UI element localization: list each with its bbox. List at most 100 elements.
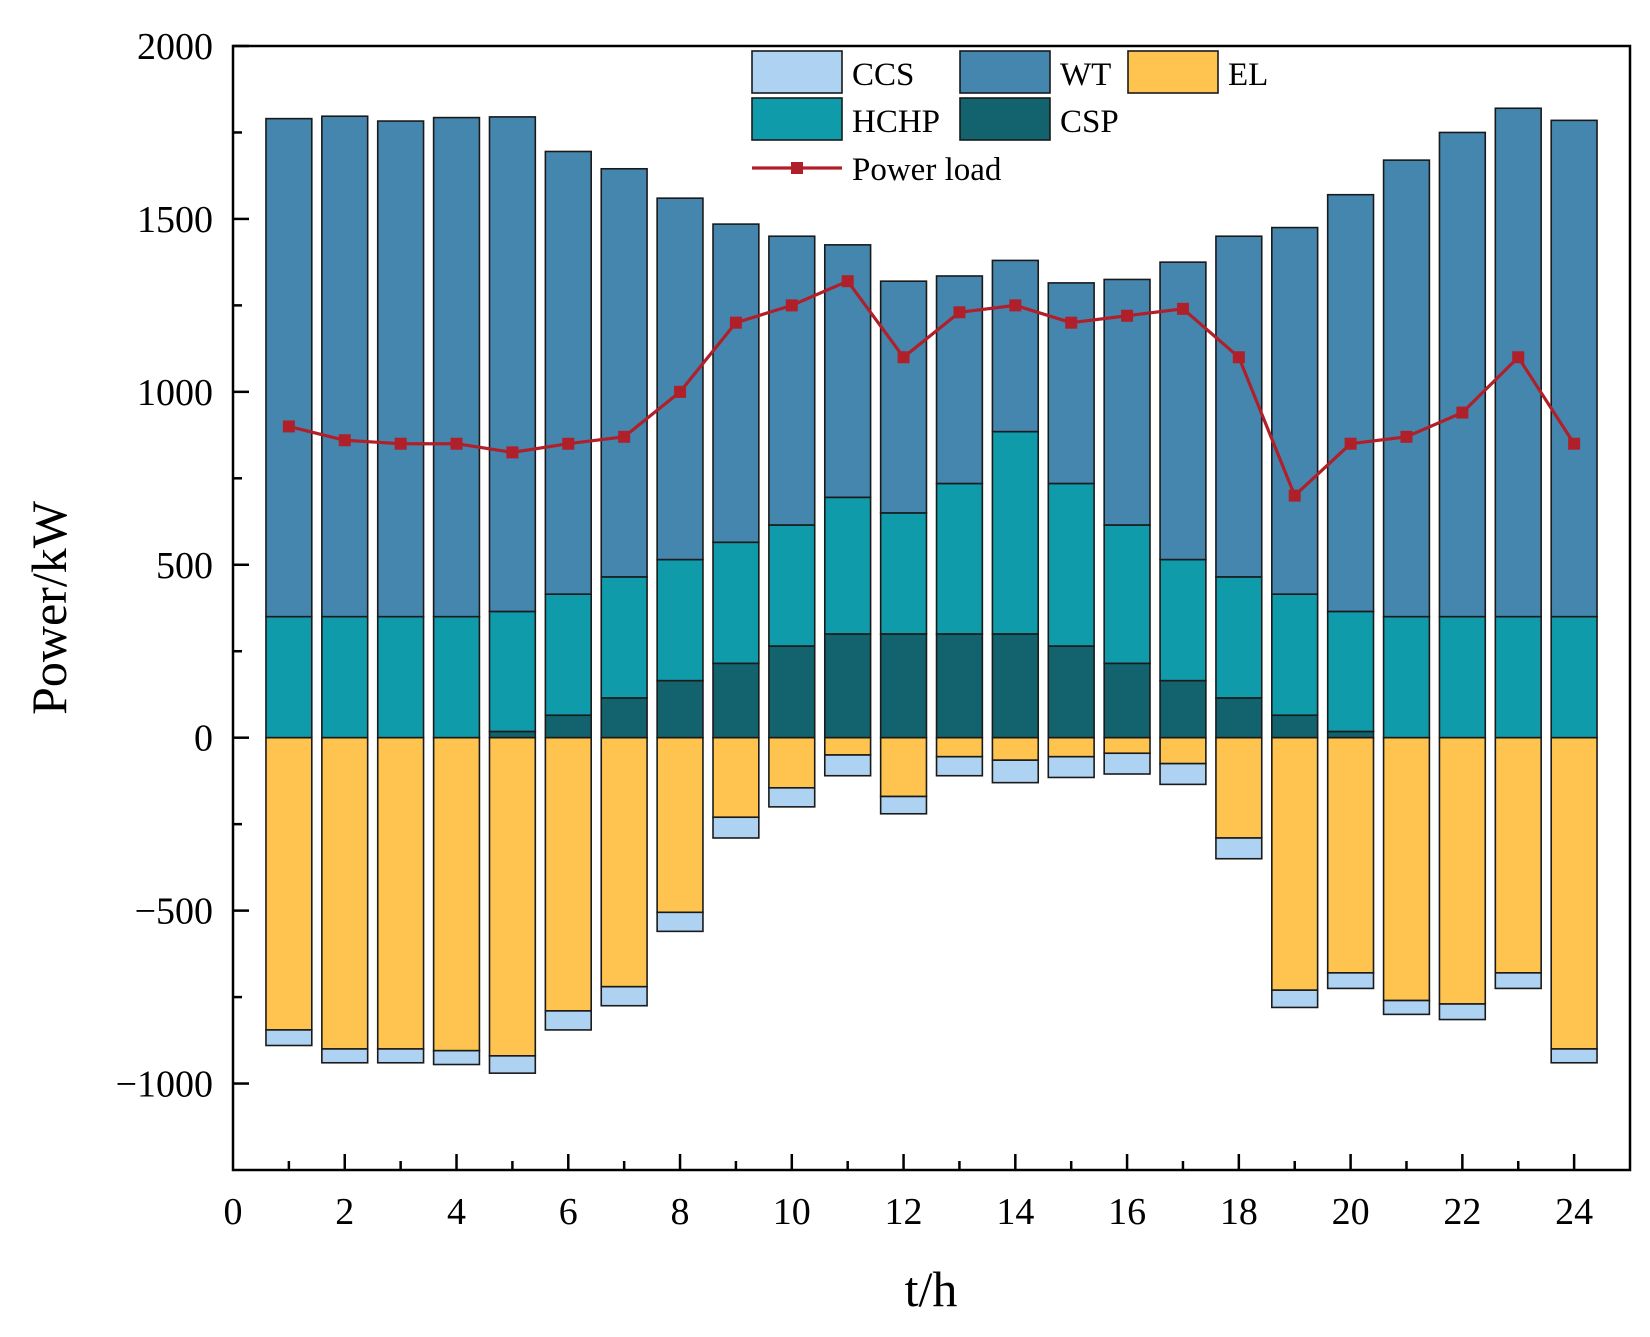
bar-el-t23 bbox=[1494, 736, 1542, 974]
bar-el-t17 bbox=[1159, 736, 1207, 765]
bar-ccs-t2 bbox=[321, 1048, 369, 1064]
power-load-point-t12 bbox=[897, 351, 910, 364]
bar-el-t10 bbox=[768, 736, 816, 789]
power-load-point-t22 bbox=[1456, 406, 1469, 419]
bar-wt-t12 bbox=[879, 280, 928, 514]
power-load-point-t2 bbox=[338, 434, 351, 447]
bar-hchp-t20 bbox=[1326, 610, 1375, 733]
power-load-point-t11 bbox=[841, 275, 854, 288]
bar-wt-t14 bbox=[991, 259, 1040, 433]
x-tick-label-18: 18 bbox=[1220, 1191, 1258, 1233]
x-axis-title: t/h bbox=[905, 1261, 958, 1317]
bar-el-t24 bbox=[1550, 736, 1598, 1050]
bar-hchp-t7 bbox=[600, 576, 648, 699]
legend-label-wt: WT bbox=[1060, 57, 1111, 93]
legend-label-csp: CSP bbox=[1060, 104, 1119, 140]
bar-el-t16 bbox=[1103, 736, 1151, 755]
legend-swatch-ccs bbox=[751, 50, 843, 94]
x-tick-label-14: 14 bbox=[996, 1191, 1034, 1233]
bar-el-t4 bbox=[432, 736, 481, 1052]
bar-el-t19 bbox=[1271, 736, 1319, 991]
bar-ccs-t24 bbox=[1550, 1048, 1598, 1064]
bar-hchp-t2 bbox=[321, 615, 369, 739]
bar-ccs-t17 bbox=[1159, 762, 1207, 786]
bar-hchp-t15 bbox=[1047, 482, 1095, 647]
x-tick-label-10: 10 bbox=[773, 1191, 811, 1233]
bar-wt-t10 bbox=[768, 235, 816, 526]
bar-csp-t19 bbox=[1271, 714, 1319, 739]
legend-swatch-csp bbox=[959, 97, 1051, 141]
x-tick-label-0: 0 bbox=[224, 1191, 243, 1233]
bar-ccs-t3 bbox=[376, 1048, 425, 1064]
bar-el-t21 bbox=[1382, 736, 1431, 1002]
bar-el-t9 bbox=[712, 736, 760, 819]
power-load-point-t24 bbox=[1568, 437, 1581, 450]
bar-el-t2 bbox=[321, 736, 369, 1050]
power-load-point-t18 bbox=[1232, 351, 1245, 364]
power-load-point-t16 bbox=[1121, 309, 1134, 322]
y-axis-title: Power/kW bbox=[21, 500, 77, 715]
bar-ccs-t5 bbox=[488, 1055, 537, 1074]
bar-wt-t3 bbox=[376, 120, 425, 618]
bar-wt-t24 bbox=[1550, 119, 1598, 618]
bar-hchp-t18 bbox=[1215, 576, 1263, 699]
power-load-line-layer bbox=[282, 275, 1581, 502]
bar-hchp-t19 bbox=[1271, 593, 1319, 717]
plot-frame bbox=[231, 44, 1632, 1172]
bar-wt-t22 bbox=[1438, 131, 1487, 618]
power-load-point-t6 bbox=[562, 437, 575, 450]
power-load-point-t1 bbox=[282, 420, 295, 433]
bar-el-t3 bbox=[376, 736, 425, 1050]
x-tick-label-22: 22 bbox=[1443, 1191, 1481, 1233]
bar-wt-t18 bbox=[1215, 235, 1263, 578]
bar-csp-t20 bbox=[1326, 730, 1375, 739]
power-load-point-t17 bbox=[1176, 302, 1189, 315]
power-load-point-t10 bbox=[785, 299, 798, 312]
bar-hchp-t4 bbox=[432, 615, 481, 739]
legend-swatch-wt bbox=[959, 50, 1051, 94]
y-tick-label-0: 0 bbox=[194, 718, 213, 760]
bar-ccs-t4 bbox=[432, 1049, 481, 1066]
bar-el-t14 bbox=[991, 736, 1040, 761]
bar-csp-t13 bbox=[935, 633, 984, 739]
legend-label-power-load: Power load bbox=[852, 152, 1002, 188]
bar-csp-t12 bbox=[879, 633, 928, 739]
ticks-layer: 0 2 4 6 8 10 12 14 16 18 20 22 24−1000−5000500100015… bbox=[116, 26, 1594, 1233]
bar-ccs-t12 bbox=[879, 795, 928, 815]
bar-hchp-t23 bbox=[1494, 615, 1542, 739]
bar-ccs-t22 bbox=[1438, 1003, 1487, 1021]
bar-el-t11 bbox=[823, 736, 872, 756]
power-load-point-t3 bbox=[394, 437, 407, 450]
bar-el-t1 bbox=[265, 736, 313, 1031]
y-tick-label-1500: 1500 bbox=[137, 199, 213, 241]
y-tick-label-neg1000: −1000 bbox=[116, 1064, 213, 1106]
bar-wt-t1 bbox=[265, 117, 313, 618]
bar-ccs-t11 bbox=[823, 754, 872, 777]
bar-hchp-t16 bbox=[1103, 524, 1151, 665]
bar-csp-t17 bbox=[1159, 679, 1207, 739]
bar-el-t6 bbox=[544, 736, 592, 1012]
bar-hchp-t22 bbox=[1438, 615, 1487, 739]
bar-ccs-t10 bbox=[768, 787, 816, 808]
bar-wt-t21 bbox=[1382, 159, 1431, 618]
bar-ccs-t18 bbox=[1215, 837, 1263, 860]
bar-csp-t16 bbox=[1103, 662, 1151, 739]
bar-el-t13 bbox=[935, 736, 984, 758]
bar-hchp-t10 bbox=[768, 524, 816, 647]
bar-hchp-t12 bbox=[879, 512, 928, 635]
x-tick-label-2: 2 bbox=[335, 1191, 354, 1233]
y-tick-label-1000: 1000 bbox=[137, 372, 213, 414]
bar-el-t8 bbox=[656, 736, 704, 914]
legend: CCS WT EL HCHP CSP Power load bbox=[751, 50, 1268, 188]
bar-hchp-t21 bbox=[1382, 615, 1431, 739]
x-tick-label-4: 4 bbox=[447, 1191, 466, 1233]
bar-wt-t6 bbox=[544, 150, 592, 595]
bar-el-t22 bbox=[1438, 736, 1487, 1005]
bar-ccs-t1 bbox=[265, 1029, 313, 1047]
x-tick-label-24: 24 bbox=[1555, 1191, 1593, 1233]
bar-el-t5 bbox=[488, 736, 537, 1057]
bar-hchp-t3 bbox=[376, 615, 425, 739]
y-tick-label-neg500: −500 bbox=[135, 891, 213, 933]
